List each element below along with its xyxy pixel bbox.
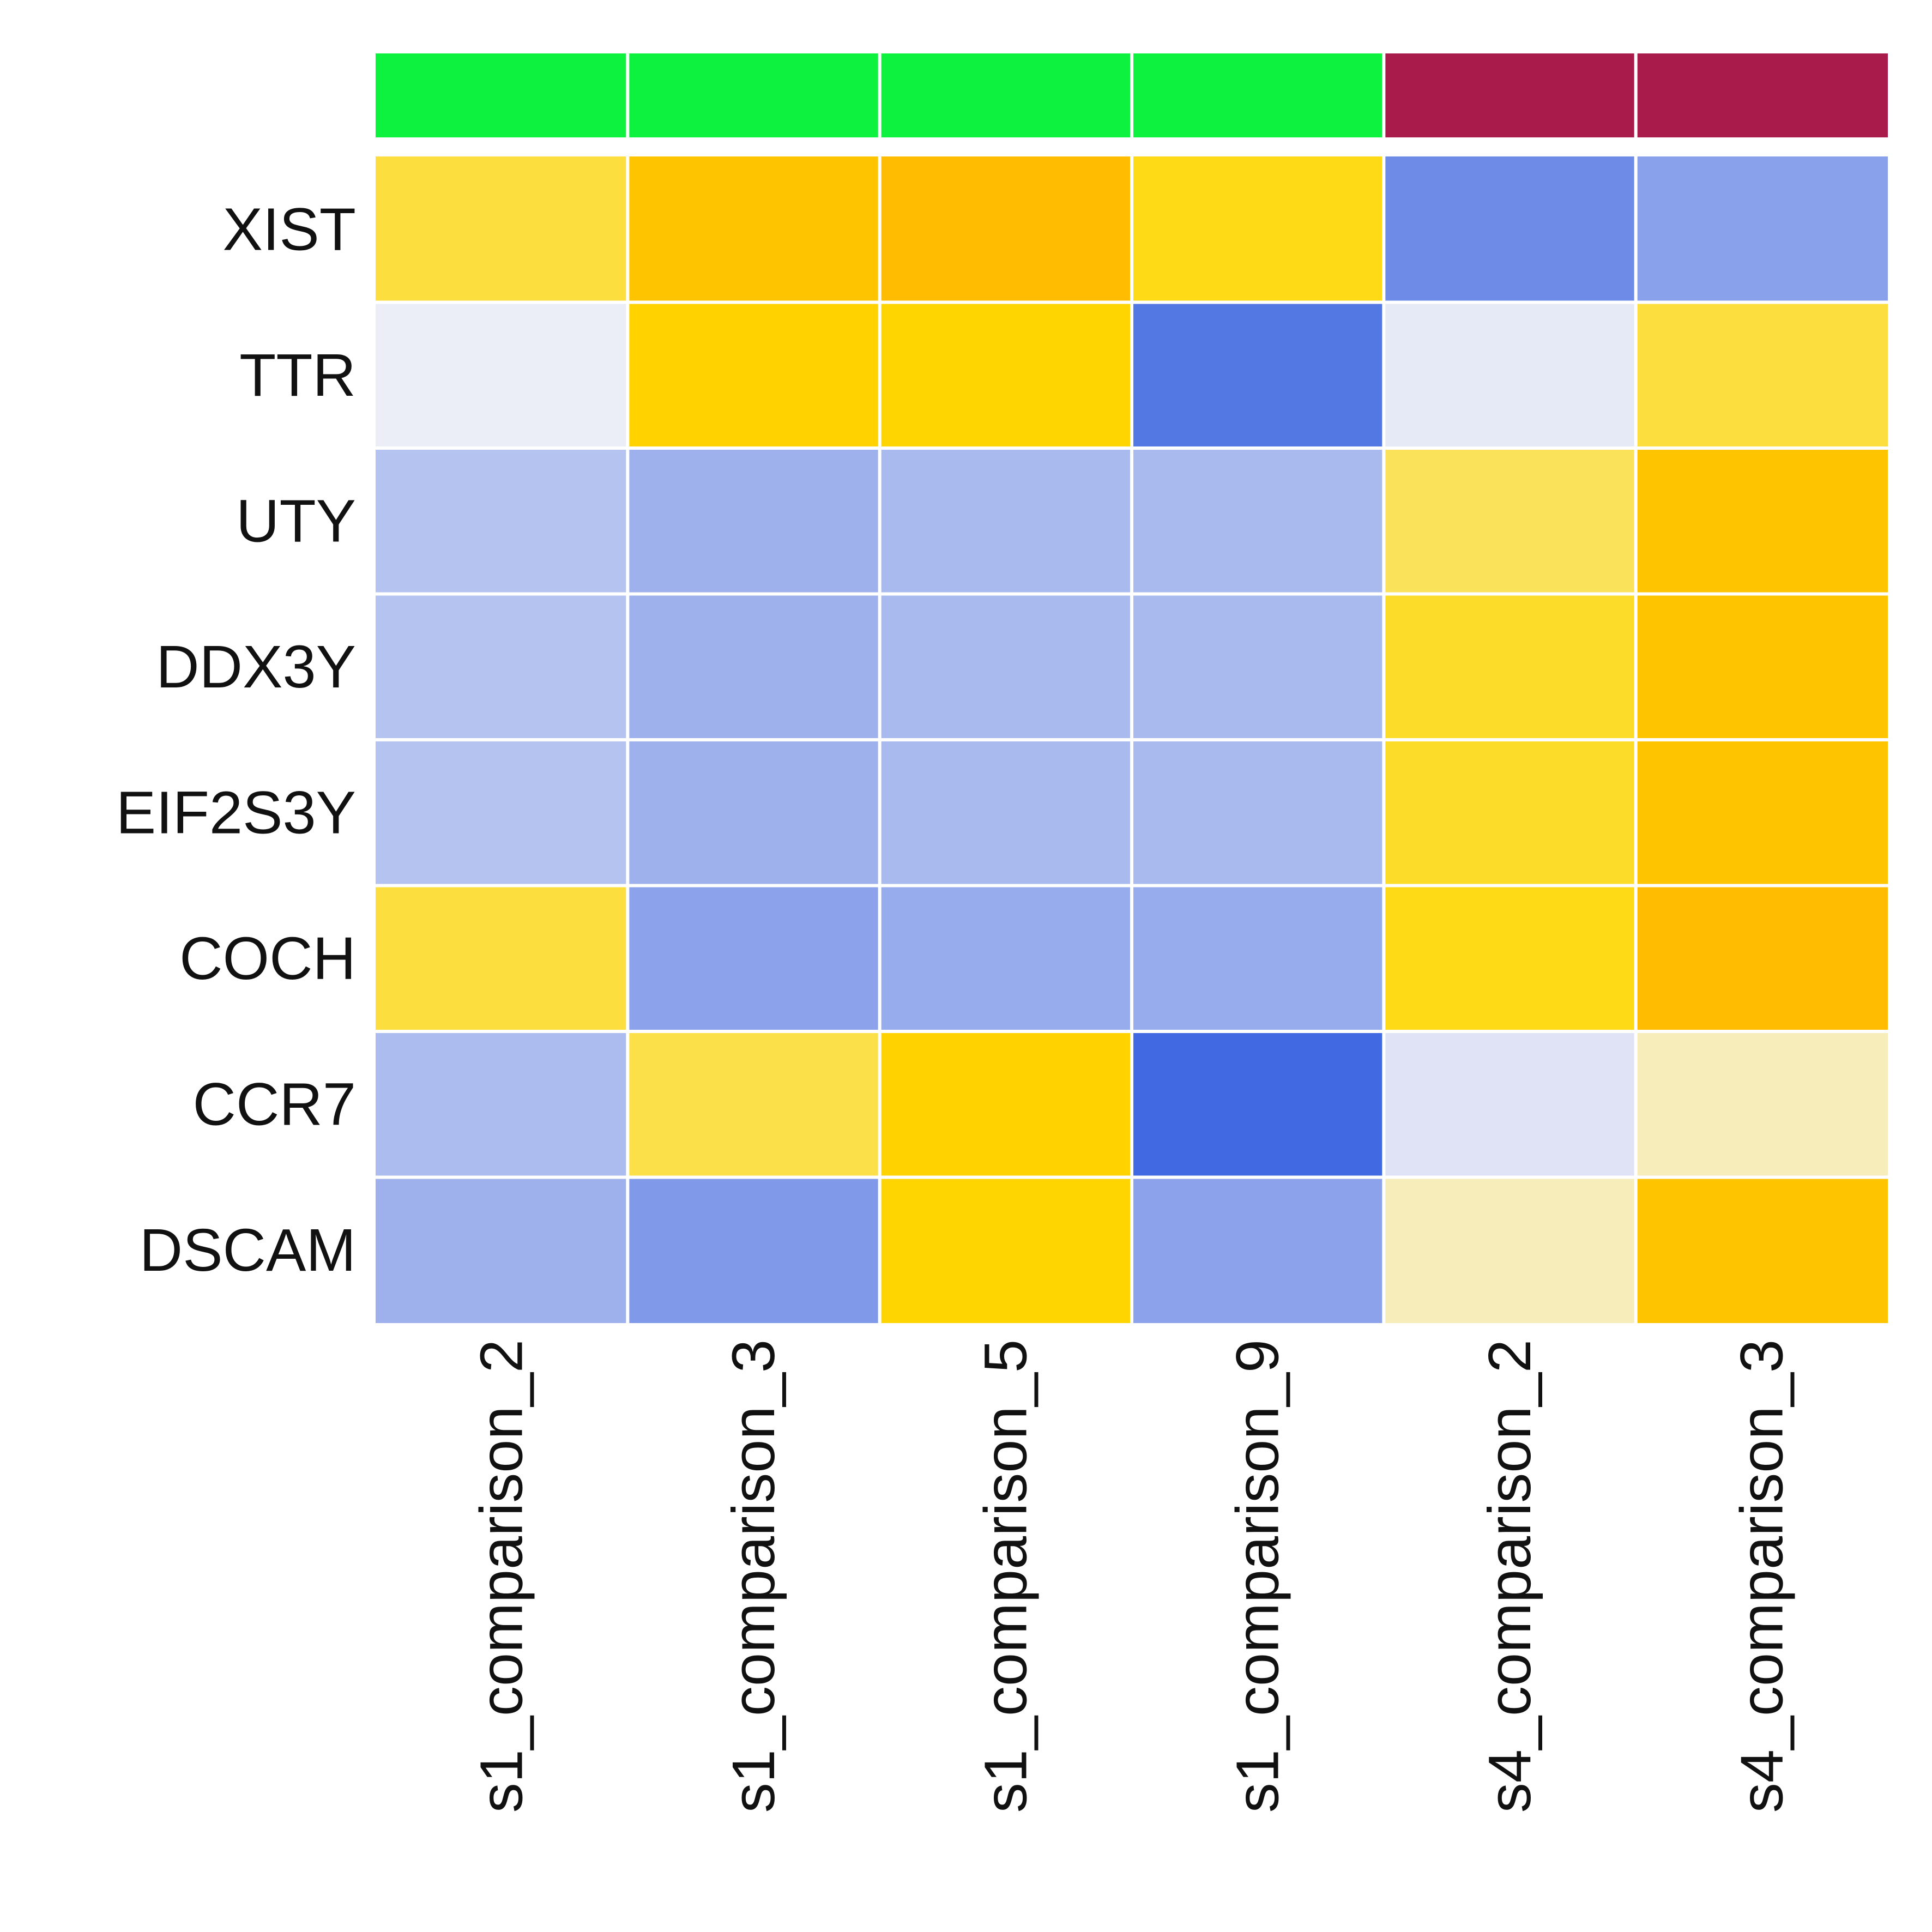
heatmap-cell-dscam-s1-comparison-9 [1133, 1179, 1382, 1323]
heatmap-cell-ddx3y-s1-comparison-2 [376, 595, 626, 738]
heatmap-cell-dscam-s1-comparison-3 [629, 1179, 878, 1323]
group-bar-cell-s1 [376, 53, 626, 137]
heatmap-cell-coch-s1-comparison-9 [1133, 887, 1382, 1030]
heatmap-cell-ddx3y-s1-comparison-9 [1133, 595, 1382, 738]
row-label-dscam: DSCAM [140, 1217, 356, 1284]
heatmap-cell-ddx3y-s1-comparison-3 [629, 595, 878, 738]
heatmap-cell-eif2s3y-s4-comparison-2 [1385, 741, 1634, 884]
heatmap-cell-eif2s3y-s1-comparison-9 [1133, 741, 1382, 884]
heatmap-cell-uty-s1-comparison-3 [629, 450, 878, 593]
heatmap-cell-uty-s4-comparison-3 [1637, 450, 1888, 593]
column-labels: s1_comparison_2 s1_comparison_3 s1_compari… [468, 1339, 1796, 1813]
heatmap-cell-ddx3y-s4-comparison-3 [1637, 595, 1888, 738]
group-bar-cell-s1 [881, 53, 1130, 137]
heatmap-cell-xist-s1-comparison-5 [881, 156, 1130, 301]
heatmap-cell-ccr7-s1-comparison-3 [629, 1033, 878, 1176]
heatmap-cell-dscam-s1-comparison-5 [881, 1179, 1130, 1323]
heatmap-cell-dscam-s1-comparison-2 [376, 1179, 626, 1323]
heatmap-cell-ttr-s1-comparison-9 [1133, 304, 1382, 446]
heatmap-cell-ccr7-s4-comparison-2 [1385, 1033, 1634, 1176]
heatmap-cell-ddx3y-s1-comparison-5 [881, 595, 1130, 738]
heatmap-cell-xist-s1-comparison-2 [376, 156, 626, 301]
group-bar-cell-s4 [1637, 53, 1888, 137]
heatmap-cell-ttr-s4-comparison-3 [1637, 304, 1888, 446]
row-label-ccr7: CCR7 [193, 1071, 357, 1138]
row-label-ttr: TTR [239, 342, 356, 409]
heatmap-cell-ccr7-s1-comparison-5 [881, 1033, 1130, 1176]
column-label-s4-comparison-3: s4_comparison_3 [1728, 1339, 1795, 1813]
heatmap-cell-dscam-s4-comparison-2 [1385, 1179, 1634, 1323]
heatmap-cell-xist-s4-comparison-3 [1637, 156, 1888, 301]
column-group-bar [376, 53, 1888, 137]
column-label-s1-comparison-9: s1_comparison_9 [1224, 1339, 1291, 1813]
heatmap-cell-ttr-s4-comparison-2 [1385, 304, 1634, 446]
column-label-s1-comparison-5: s1_comparison_5 [972, 1339, 1039, 1813]
heatmap-cell-ccr7-s4-comparison-3 [1637, 1033, 1888, 1176]
heatmap-cells [376, 156, 1888, 1323]
row-label-xist: XIST [223, 196, 357, 263]
heatmap-cell-uty-s1-comparison-9 [1133, 450, 1382, 593]
heatmap-cell-uty-s4-comparison-2 [1385, 450, 1634, 593]
group-bar-cell-s1 [629, 53, 878, 137]
heatmap-cell-coch-s1-comparison-2 [376, 887, 626, 1030]
column-label-s4-comparison-2: s4_comparison_2 [1476, 1339, 1543, 1813]
heatmap-cell-eif2s3y-s1-comparison-5 [881, 741, 1130, 884]
heatmap-cell-ccr7-s1-comparison-9 [1133, 1033, 1382, 1176]
heatmap-cell-ttr-s1-comparison-3 [629, 304, 878, 446]
row-labels: XIST TTR UTY DDX3Y EIF2S3Y COCH CCR7 DSCAM [116, 196, 356, 1284]
heatmap-cell-xist-s1-comparison-3 [629, 156, 878, 301]
group-bar-cell-s4 [1385, 53, 1634, 137]
heatmap-cell-dscam-s4-comparison-3 [1637, 1179, 1888, 1323]
heatmap-cell-uty-s1-comparison-2 [376, 450, 626, 593]
heatmap-cell-xist-s4-comparison-2 [1385, 156, 1634, 301]
row-label-ddx3y: DDX3Y [156, 633, 356, 701]
heatmap-cell-coch-s1-comparison-5 [881, 887, 1130, 1030]
heatmap-cell-ttr-s1-comparison-2 [376, 304, 626, 446]
group-bar-cell-s1 [1133, 53, 1382, 137]
heatmap-cell-ddx3y-s4-comparison-2 [1385, 595, 1634, 738]
heatmap-cell-coch-s4-comparison-3 [1637, 887, 1888, 1030]
row-label-coch: COCH [179, 925, 356, 992]
heatmap-cell-eif2s3y-s1-comparison-2 [376, 741, 626, 884]
row-label-uty: UTY [236, 487, 356, 554]
heatmap-cell-coch-s4-comparison-2 [1385, 887, 1634, 1030]
heatmap-cell-eif2s3y-s1-comparison-3 [629, 741, 878, 884]
heatmap-cell-ccr7-s1-comparison-2 [376, 1033, 626, 1176]
heatmap-cell-eif2s3y-s4-comparison-3 [1637, 741, 1888, 884]
heatmap-cell-coch-s1-comparison-3 [629, 887, 878, 1030]
heatmap-cell-xist-s1-comparison-9 [1133, 156, 1382, 301]
column-label-s1-comparison-2: s1_comparison_2 [468, 1339, 535, 1813]
column-label-s1-comparison-3: s1_comparison_3 [720, 1339, 787, 1813]
heatmap-cell-uty-s1-comparison-5 [881, 450, 1130, 593]
row-label-eif2s3y: EIF2S3Y [116, 779, 356, 846]
heatmap-cell-ttr-s1-comparison-5 [881, 304, 1130, 446]
